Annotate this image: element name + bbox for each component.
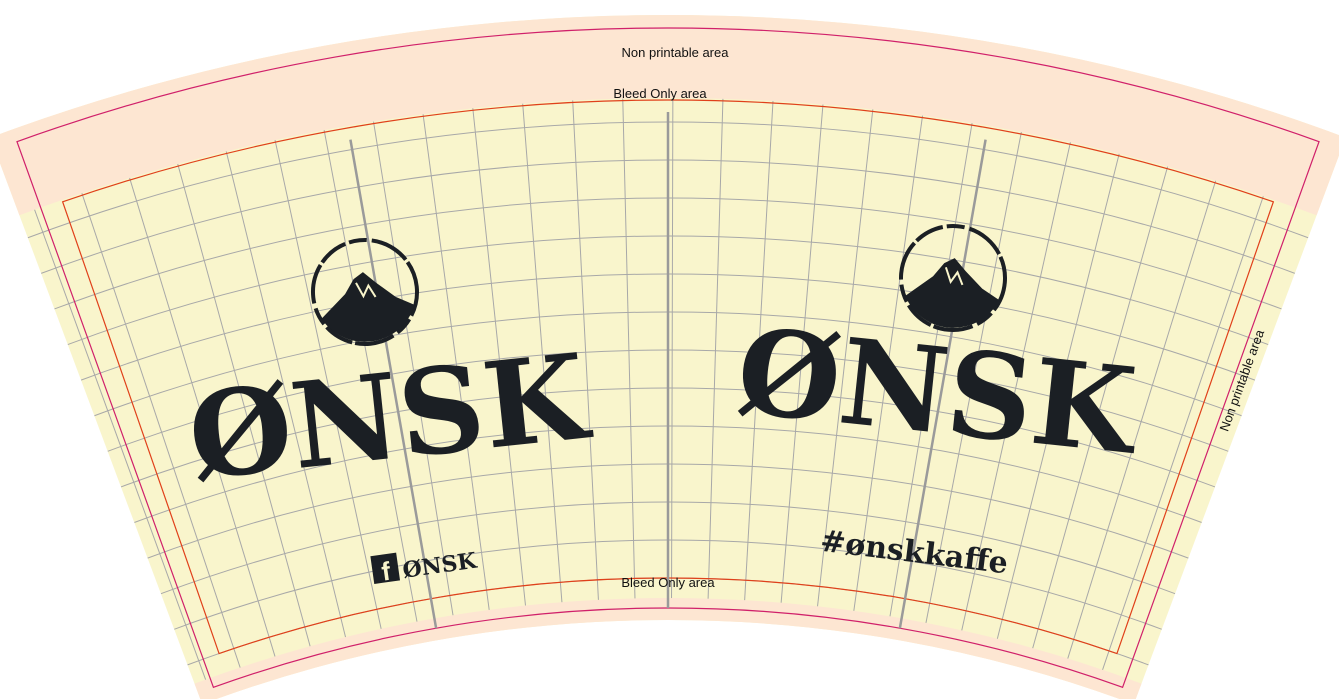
grid-radial <box>989 126 1127 670</box>
left-logo <box>311 238 419 346</box>
grid-radial <box>670 97 674 631</box>
grid-radial <box>813 97 877 639</box>
cut-line <box>16 27 1320 689</box>
grid-radial <box>469 97 530 638</box>
grid-radial <box>884 97 978 648</box>
top-non-printable-band <box>0 14 1339 216</box>
grid-radial <box>368 97 459 647</box>
top-non-printable-label: Non printable area <box>622 45 730 60</box>
grid-radial <box>919 104 1028 655</box>
grid-radial <box>418 97 494 642</box>
grid-radial <box>777 97 826 635</box>
panel-guide-line <box>898 139 987 629</box>
grid-radial <box>169 136 320 678</box>
safe-line <box>61 99 1275 655</box>
grid-radial <box>24 183 218 684</box>
panel-guides <box>349 112 987 629</box>
top-bleed-label: Bleed Only area <box>613 86 707 101</box>
grid-radial <box>954 114 1077 662</box>
grid-radial <box>570 97 601 632</box>
facebook-icon: f <box>370 552 401 587</box>
right-logo <box>899 224 1007 332</box>
grid-radial <box>1023 139 1176 680</box>
grid-radial <box>1091 169 1273 684</box>
grid-radial <box>268 112 389 661</box>
panel-guide-line <box>349 139 438 629</box>
grid-radial <box>706 97 725 631</box>
grid-radial <box>1057 153 1225 684</box>
grid-radial <box>219 124 354 669</box>
grid-radial <box>621 97 637 631</box>
grid-radial <box>742 97 776 633</box>
mountain-circle-icon <box>311 238 419 346</box>
bottom-bleed-label: Bleed Only area <box>621 575 715 590</box>
bottom-non-printable-band <box>194 597 1142 699</box>
grid-radial <box>72 166 251 684</box>
grid-radial <box>121 151 285 684</box>
grid-radial <box>519 97 565 635</box>
grid-radial <box>318 102 424 654</box>
mountain-circle-icon <box>899 224 1007 332</box>
grid-radial <box>848 97 927 643</box>
